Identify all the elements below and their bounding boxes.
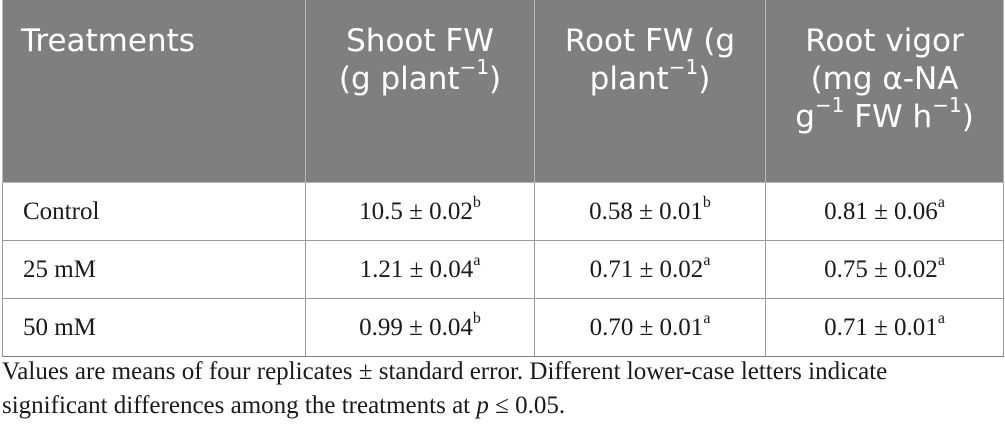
- header-treatments: Treatments: [2, 0, 306, 183]
- footnote-line-2: significant differences among the treatm…: [2, 392, 566, 419]
- header-root-fw-line1: Root FW (g: [564, 23, 736, 59]
- significance-letter: b: [702, 194, 711, 212]
- significance-letter: a: [937, 194, 945, 212]
- data-table: Treatments Shoot FW (g plant−1) Root FW …: [2, 0, 1004, 357]
- header-shoot-fw-line1: Shoot FW: [346, 23, 494, 59]
- cell-treatment: 25 mM: [2, 240, 306, 299]
- cell-treatment: Control: [2, 182, 306, 241]
- header-root-fw-line2: plant−1): [589, 54, 711, 97]
- table-row: 50 mM 0.99 ± 0.04b 0.70 ± 0.01a 0.71 ± 0…: [2, 298, 1004, 357]
- significance-letter: a: [473, 252, 481, 270]
- cell-treatment: 50 mM: [2, 298, 306, 357]
- table-footnote: Values are means of four replicates ± st…: [2, 355, 1002, 423]
- header-root-fw: Root FW (g plant−1): [534, 0, 766, 183]
- significance-letter: a: [703, 252, 711, 270]
- header-shoot-fw: Shoot FW (g plant−1): [305, 0, 535, 183]
- cell-root-fw: 0.71 ± 0.02a: [534, 240, 766, 299]
- table-row: 25 mM 1.21 ± 0.04a 0.71 ± 0.02a 0.75 ± 0…: [2, 240, 1004, 299]
- significance-letter: a: [703, 310, 711, 328]
- table-row: Control 10.5 ± 0.02b 0.58 ± 0.01b 0.81 ±…: [2, 182, 1004, 241]
- footnote-line-1: Values are means of four replicates ± st…: [2, 358, 888, 385]
- cell-shoot-fw: 10.5 ± 0.02b: [305, 182, 535, 241]
- header-treatments-label: Treatments: [21, 23, 195, 59]
- p-value-symbol: p: [476, 392, 489, 419]
- header-root-fw-exponent: −1: [668, 54, 699, 79]
- significance-letter: a: [937, 310, 945, 328]
- header-root-vigor-line3: g−1 FW h−1): [795, 92, 974, 135]
- cell-root-vigor: 0.81 ± 0.06a: [765, 182, 1004, 241]
- header-row: Treatments Shoot FW (g plant−1) Root FW …: [2, 0, 1004, 183]
- header-root-vigor: Root vigor (mg α-NA g−1 FW h−1): [765, 0, 1004, 183]
- significance-letter: b: [472, 194, 481, 212]
- header-root-vigor-exponent-b: −1: [932, 92, 962, 117]
- cell-shoot-fw: 1.21 ± 0.04a: [305, 240, 535, 299]
- significance-letter: a: [937, 252, 945, 270]
- cell-root-fw: 0.58 ± 0.01b: [534, 182, 766, 241]
- cell-root-fw: 0.70 ± 0.01a: [534, 298, 766, 357]
- cell-root-vigor: 0.71 ± 0.01a: [765, 298, 1004, 357]
- significance-letter: b: [472, 310, 481, 328]
- header-root-vigor-line1: Root vigor: [805, 23, 964, 59]
- cell-shoot-fw: 0.99 ± 0.04b: [305, 298, 535, 357]
- header-shoot-fw-line2: (g plant−1): [338, 54, 502, 97]
- cell-root-vigor: 0.75 ± 0.02a: [765, 240, 1004, 299]
- header-root-vigor-exponent-a: −1: [814, 92, 845, 117]
- table-body: Control 10.5 ± 0.02b 0.58 ± 0.01b 0.81 ±…: [2, 182, 1004, 357]
- header-root-vigor-line2: (mg α-NA: [810, 61, 959, 97]
- header-shoot-fw-exponent: −1: [459, 54, 490, 79]
- table-header: Treatments Shoot FW (g plant−1) Root FW …: [2, 0, 1004, 183]
